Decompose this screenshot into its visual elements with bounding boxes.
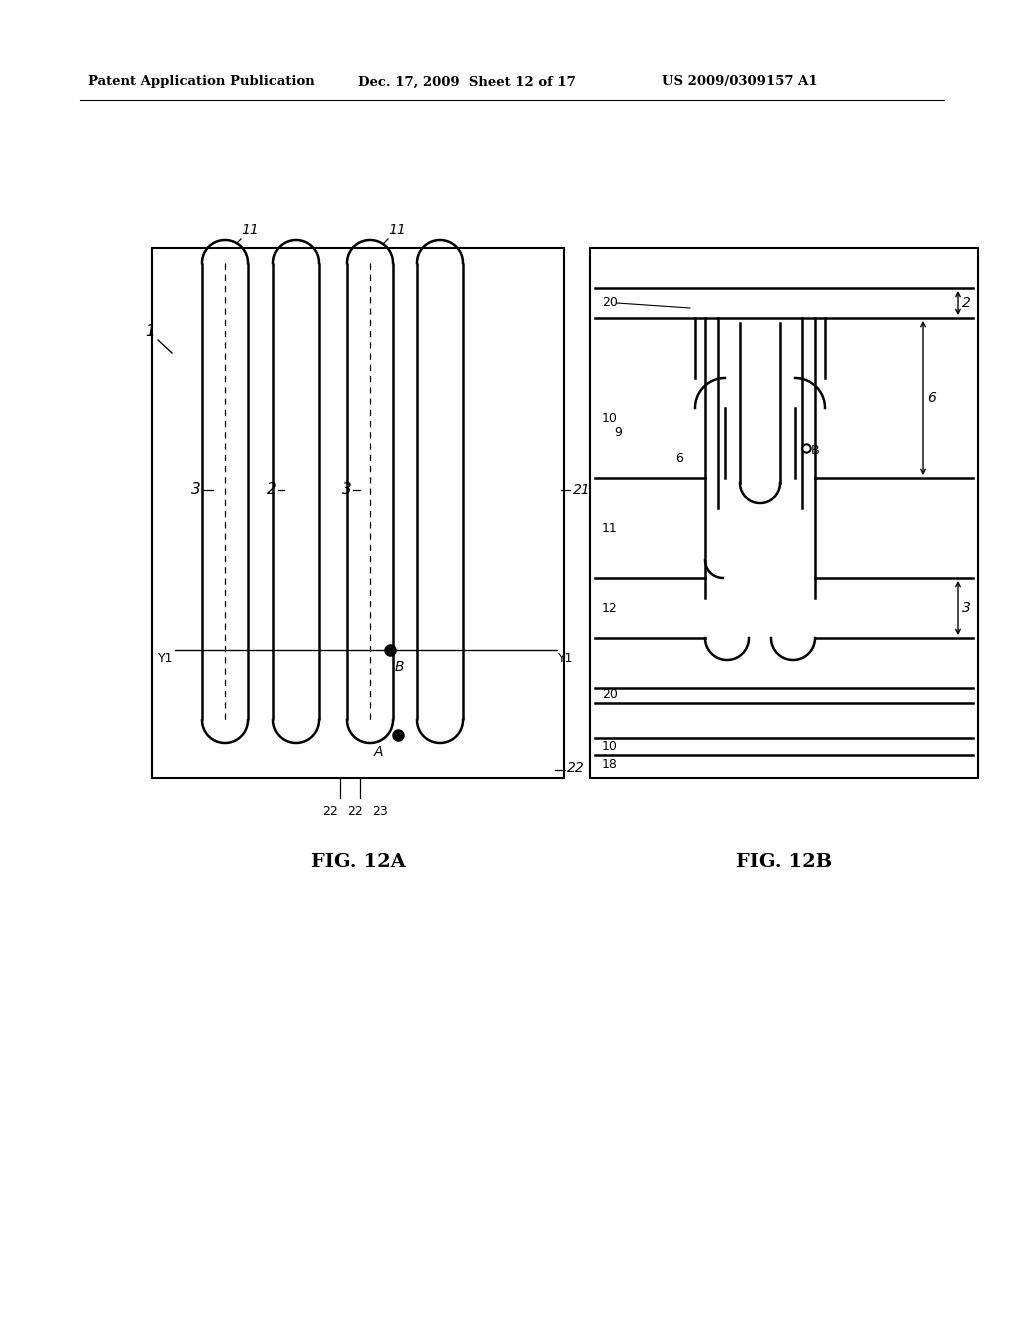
Text: 21: 21 <box>573 483 591 498</box>
Bar <box>590 248 978 777</box>
Text: 11: 11 <box>388 223 406 238</box>
Text: 18: 18 <box>602 759 617 771</box>
Text: 20: 20 <box>602 297 617 309</box>
Text: 3: 3 <box>342 483 352 498</box>
Text: 1: 1 <box>145 325 155 339</box>
Text: US 2009/0309157 A1: US 2009/0309157 A1 <box>662 75 817 88</box>
Text: 2: 2 <box>962 296 971 310</box>
Text: 20: 20 <box>602 689 617 701</box>
Text: FIG. 12A: FIG. 12A <box>310 853 406 871</box>
Text: A: A <box>374 744 383 759</box>
Text: 12: 12 <box>602 602 617 615</box>
Text: 10: 10 <box>602 739 617 752</box>
Text: 2: 2 <box>267 483 278 498</box>
Text: B: B <box>395 660 404 675</box>
Text: 6: 6 <box>675 451 683 465</box>
Text: 23: 23 <box>372 805 388 818</box>
Text: B: B <box>811 444 819 457</box>
Text: Patent Application Publication: Patent Application Publication <box>88 75 314 88</box>
Text: 22: 22 <box>323 805 338 818</box>
Text: 22: 22 <box>347 805 362 818</box>
Text: 6: 6 <box>927 391 936 405</box>
Text: Dec. 17, 2009  Sheet 12 of 17: Dec. 17, 2009 Sheet 12 of 17 <box>358 75 575 88</box>
Text: 11: 11 <box>241 223 259 238</box>
Text: 10: 10 <box>602 412 617 425</box>
Text: 22: 22 <box>567 762 585 775</box>
Text: FIG. 12B: FIG. 12B <box>736 853 833 871</box>
Text: 3: 3 <box>962 601 971 615</box>
Text: Y1: Y1 <box>558 652 573 665</box>
Text: 3: 3 <box>191 483 201 498</box>
Text: Y1: Y1 <box>158 652 173 665</box>
Text: 9: 9 <box>614 426 622 440</box>
Bar <box>152 248 564 777</box>
Text: 11: 11 <box>602 521 617 535</box>
